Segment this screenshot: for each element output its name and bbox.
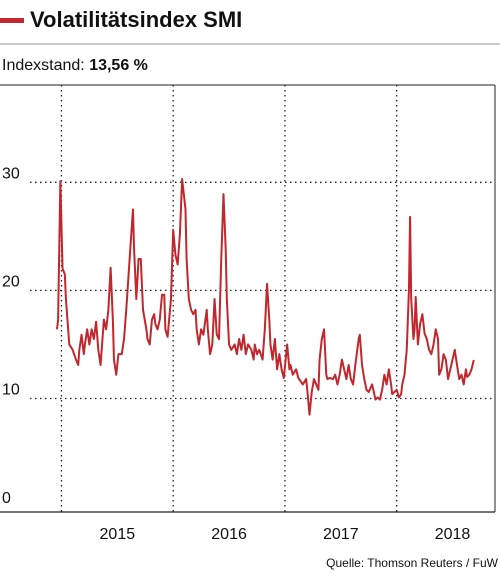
x-tick-label: 2015 xyxy=(100,526,136,543)
series-line xyxy=(55,178,475,416)
y-tick-label: 10 xyxy=(2,382,20,399)
source: Quelle: Thomson Reuters / FuW xyxy=(326,556,499,570)
title-marker xyxy=(0,18,24,23)
subtitle-label: Indexstand: xyxy=(2,57,85,74)
subtitle: Indexstand: 13,56 % xyxy=(2,57,148,74)
x-tick-label: 2017 xyxy=(323,526,359,543)
x-tick-label: 2018 xyxy=(435,526,471,543)
subtitle-value: 13,56 % xyxy=(89,57,148,74)
x-tick-label: 2016 xyxy=(211,526,247,543)
chart-title: Volatilitätsindex SMI xyxy=(30,7,242,32)
y-tick-label: 0 xyxy=(2,490,11,507)
y-tick-label: 30 xyxy=(2,166,20,183)
y-tick-label: 20 xyxy=(2,274,20,291)
